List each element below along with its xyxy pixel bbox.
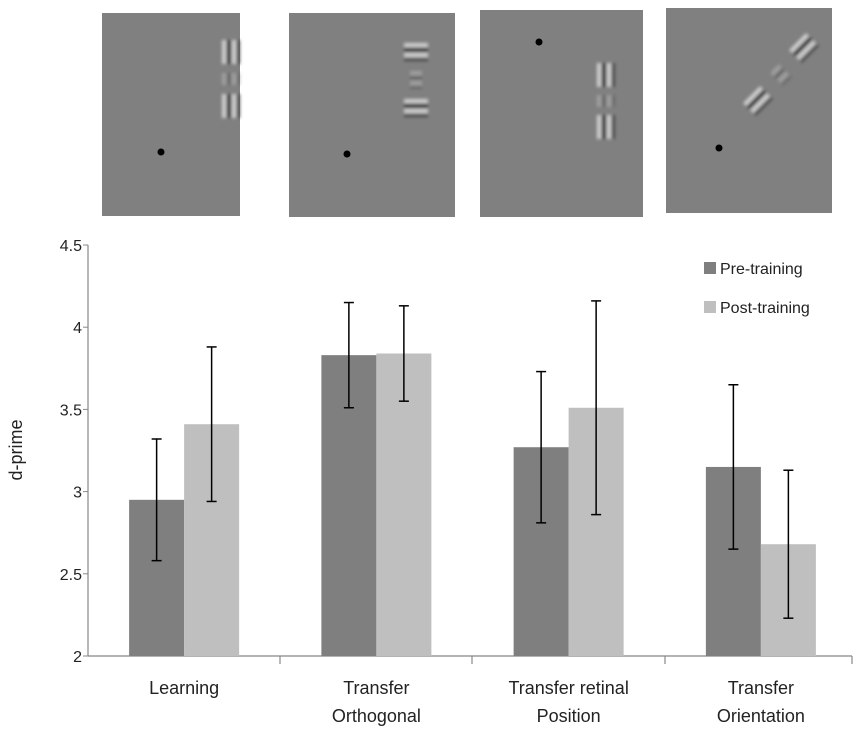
x-tick-label-line: Orientation: [717, 706, 805, 726]
error-bar: [536, 370, 547, 524]
error-bar: [591, 300, 602, 516]
y-tick-label: 4: [73, 320, 82, 337]
x-tick-label-line: Transfer: [343, 678, 409, 698]
y-tick-label: 2.5: [60, 567, 82, 584]
y-axis-label: d-prime: [6, 419, 26, 480]
legend-swatch: [704, 301, 716, 313]
legend-swatch: [704, 262, 716, 274]
x-tick-label: Transfer retinal Position: [508, 678, 628, 726]
y-tick-label: 3.5: [60, 402, 82, 419]
y-tick-label: 4.5: [60, 238, 82, 255]
x-tick-label-line: Transfer retinal: [508, 678, 628, 698]
error-bar: [783, 469, 794, 619]
error-bar: [151, 438, 162, 562]
x-tick-label-line: Transfer: [728, 678, 794, 698]
error-bar: [343, 301, 354, 409]
legend-label: Post-training: [720, 300, 810, 317]
bar: [376, 353, 432, 656]
error-bar: [398, 305, 409, 402]
error-bar: [728, 383, 739, 550]
legend-label: Pre-training: [720, 261, 803, 278]
error-bar: [206, 346, 217, 503]
stimulus-panels: [102, 8, 832, 217]
y-tick-label: 3: [73, 485, 82, 502]
x-tick-label: Transfer Orthogonal: [332, 678, 421, 726]
y-tick-label: 2: [73, 649, 82, 666]
x-tick-label-line: Learning: [149, 678, 219, 698]
x-tick-label-line: Position: [537, 706, 601, 726]
x-tick-label-line: Orthogonal: [332, 706, 421, 726]
x-tick-label: Transfer Orientation: [717, 678, 805, 726]
x-tick-label: Learning: [149, 678, 219, 698]
